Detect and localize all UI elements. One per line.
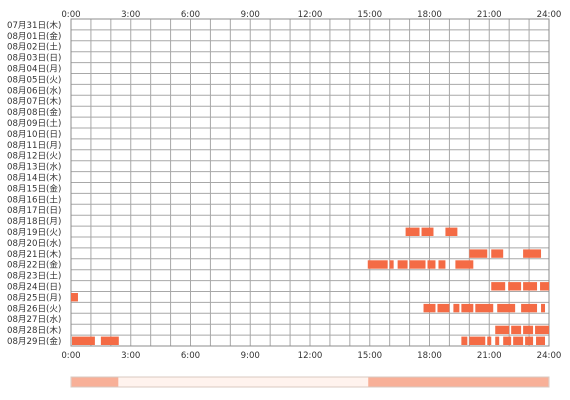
row-label: 08月11日(月) <box>7 140 61 151</box>
x-tick-label: 3:00 <box>121 351 140 361</box>
activity-bar <box>536 336 546 345</box>
activity-bar <box>540 282 549 291</box>
activity-bar <box>453 303 460 313</box>
row-label: 08月16日(土) <box>7 193 61 205</box>
activity-bar <box>535 325 549 335</box>
x-tick-label: 0:00 <box>61 10 80 20</box>
row-label: 08月05日(火) <box>7 74 61 85</box>
row-label: 08月28日(木) <box>7 324 61 336</box>
row-label: 08月20日(水) <box>7 237 61 249</box>
activity-bar <box>427 260 436 269</box>
row-label: 08月27日(水) <box>7 313 61 325</box>
x-tick-label: 6:00 <box>181 351 200 361</box>
activity-bar <box>487 336 492 345</box>
x-tick-label: 9:00 <box>241 10 260 20</box>
activity-bar <box>409 260 426 269</box>
activity-bar <box>421 227 434 236</box>
activity-bar <box>491 282 506 291</box>
row-label: 08月26日(火) <box>7 303 61 314</box>
activity-bar <box>491 249 504 258</box>
row-label: 08月25日(月) <box>7 292 61 303</box>
row-label: 08月19日(火) <box>7 227 61 238</box>
x-tick-label: 15:00 <box>357 10 382 20</box>
row-label: 08月07日(木) <box>7 95 61 107</box>
row-label: 08月17日(日) <box>7 205 61 216</box>
row-label: 08月10日(日) <box>7 129 61 140</box>
activity-bar <box>521 303 538 313</box>
x-tick-label: 12:00 <box>298 351 323 361</box>
activity-bars <box>71 227 549 345</box>
activity-bar <box>71 336 95 345</box>
row-label: 08月09日(土) <box>7 117 61 129</box>
row-label: 08月15日(金) <box>7 182 61 194</box>
activity-bar <box>461 336 468 345</box>
row-label: 08月13日(水) <box>7 161 61 173</box>
x-tick-label: 6:00 <box>181 10 200 20</box>
row-label: 08月06日(水) <box>7 84 61 96</box>
activity-bar <box>397 260 408 269</box>
row-label: 08月03日(日) <box>7 53 61 64</box>
activity-bar <box>523 282 538 291</box>
x-tick-label: 18:00 <box>417 10 442 20</box>
activity-bar <box>455 260 474 269</box>
activity-bar <box>71 293 78 302</box>
x-tick-label: 21:00 <box>477 10 502 20</box>
x-tick-label: 15:00 <box>357 351 382 361</box>
row-label: 08月23日(土) <box>7 270 61 282</box>
summary-strip <box>70 376 550 388</box>
grid <box>70 18 550 347</box>
activity-bar <box>513 336 524 345</box>
row-label: 07月31日(木) <box>7 19 61 31</box>
x-tick-label: 9:00 <box>241 351 260 361</box>
row-label: 08月29日(金) <box>7 335 61 347</box>
row-label: 08月21日(木) <box>7 248 61 260</box>
x-tick-label: 0:00 <box>61 351 80 361</box>
top-time-axis: 0:00 3:00 6:00 9:00 12:00 15:00 18:00 21:00 24:0… <box>61 10 561 20</box>
activity-bar <box>423 303 436 313</box>
activity-bar <box>405 227 420 236</box>
row-label: 08月22日(金) <box>7 259 61 271</box>
row-label: 08月14日(木) <box>7 172 61 184</box>
activity-bar <box>523 249 542 258</box>
row-label: 08月08日(金) <box>7 106 61 118</box>
row-label: 08月01日(金) <box>7 30 61 42</box>
activity-bar <box>475 303 494 313</box>
row-label: 08月02日(土) <box>7 41 61 53</box>
activity-bar <box>389 260 394 269</box>
activity-bar <box>367 260 388 269</box>
x-tick-label: 24:00 <box>537 351 562 361</box>
summary-strip-bar <box>70 376 550 388</box>
activity-bar <box>503 336 512 345</box>
x-tick-label: 18:00 <box>417 351 442 361</box>
bottom-time-axis: 0:00 3:00 6:00 9:00 12:00 15:00 18:00 21:00 24:0… <box>61 351 561 361</box>
activity-bar <box>541 303 546 313</box>
activity-bar <box>469 249 488 258</box>
activity-bar <box>438 260 446 269</box>
x-tick-label: 24:00 <box>537 10 562 20</box>
activity-bar <box>497 303 516 313</box>
activity-bar <box>437 303 450 313</box>
row-label: 08月04日(月) <box>7 64 61 75</box>
x-tick-label: 3:00 <box>121 10 140 20</box>
plot-frame <box>70 18 550 347</box>
activity-bar <box>461 303 474 313</box>
activity-bar <box>495 336 500 345</box>
activity-bar <box>495 325 510 335</box>
x-tick-label: 12:00 <box>298 10 323 20</box>
row-label: 08月18日(月) <box>7 216 61 227</box>
activity-bar <box>469 336 486 345</box>
activity-bar <box>523 325 534 335</box>
x-tick-label: 21:00 <box>477 351 502 361</box>
row-label: 08月24日(日) <box>7 282 61 293</box>
activity-bar <box>100 336 119 345</box>
row-labels: 07月31日(木)08月01日(金)08月02日(土)08月03日(日)08月0… <box>7 19 61 347</box>
activity-bar <box>525 336 534 345</box>
activity-bar <box>511 325 522 335</box>
activity-bar <box>508 282 522 291</box>
row-label: 08月12日(火) <box>7 151 61 162</box>
activity-bar <box>445 227 458 236</box>
